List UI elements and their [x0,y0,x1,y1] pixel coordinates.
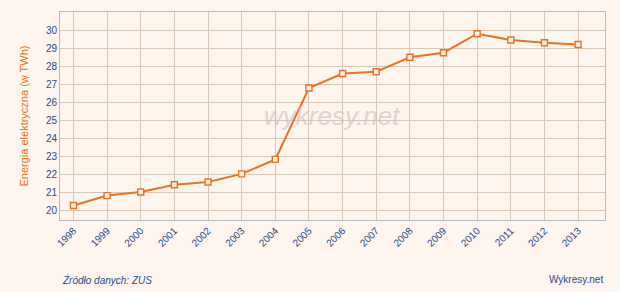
svg-text:2001: 2001 [156,225,180,249]
svg-text:27: 27 [46,79,58,90]
svg-text:2008: 2008 [391,225,415,249]
svg-text:2003: 2003 [223,225,247,249]
svg-text:26: 26 [46,97,58,108]
svg-text:23: 23 [46,151,58,162]
svg-text:29: 29 [46,43,58,54]
svg-text:24: 24 [46,133,58,144]
svg-text:28: 28 [46,61,58,72]
svg-text:Wykresy.net: Wykresy.net [549,274,603,285]
svg-text:wykresy.net: wykresy.net [264,101,401,131]
svg-text:2013: 2013 [560,225,584,249]
svg-text:Źródło danych: ZUS: Źródło danych: ZUS [62,274,152,286]
svg-text:22: 22 [46,169,58,180]
svg-text:2002: 2002 [189,225,213,249]
svg-text:2004: 2004 [257,225,281,249]
svg-text:2010: 2010 [459,225,483,249]
svg-text:21: 21 [46,187,58,198]
svg-text:2012: 2012 [526,225,550,249]
svg-text:2006: 2006 [324,225,348,249]
svg-text:Energia elektryczna (w TWh): Energia elektryczna (w TWh) [18,45,30,186]
svg-text:2011: 2011 [493,225,516,248]
svg-text:2005: 2005 [290,225,314,249]
svg-text:2000: 2000 [122,225,146,249]
svg-text:30: 30 [46,25,58,36]
svg-text:1999: 1999 [89,225,113,249]
svg-text:25: 25 [46,115,58,126]
svg-text:20: 20 [46,205,58,216]
svg-text:1998: 1998 [55,225,79,249]
svg-text:2009: 2009 [425,225,449,249]
svg-text:2007: 2007 [358,225,382,249]
